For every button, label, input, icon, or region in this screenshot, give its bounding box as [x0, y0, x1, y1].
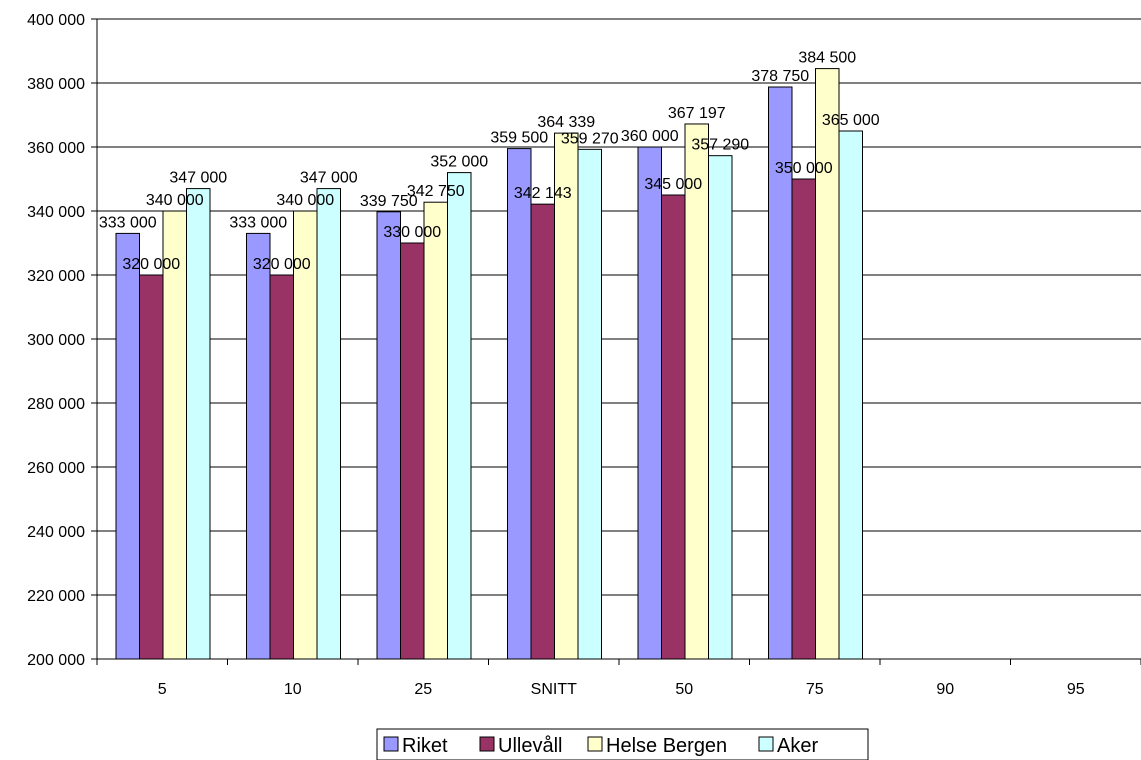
x-tick-label: 25: [414, 681, 432, 698]
y-tick-label: 380 000: [27, 76, 85, 93]
legend-label: Riket: [402, 735, 448, 757]
data-label: 320 000: [122, 256, 180, 273]
data-label: 350 000: [775, 160, 833, 177]
axes: [91, 18, 1141, 665]
data-label: 347 000: [169, 170, 227, 187]
y-tick-label: 300 000: [27, 332, 85, 349]
bar-riket: [637, 146, 662, 660]
legend-swatch: [383, 736, 399, 752]
data-label: 359 270: [561, 130, 619, 147]
data-label: 364 339: [537, 114, 595, 131]
bar-aker: [708, 155, 733, 660]
bar-riket: [115, 232, 140, 660]
x-tick-label: 90: [936, 681, 954, 698]
bar-ullevåll: [791, 178, 816, 660]
legend-swatch: [479, 736, 495, 752]
data-label: 333 000: [99, 214, 157, 231]
bar-riket: [507, 148, 532, 660]
legend-label: Ullevåll: [498, 735, 562, 757]
bar-riket: [246, 232, 271, 660]
bar-helse-bergen: [684, 123, 709, 660]
x-axis-tick-labels: 5 10 25 SNITT 50 75 90 95: [158, 681, 1085, 698]
data-label: 340 000: [276, 192, 334, 209]
x-tick-label: 5: [158, 681, 167, 698]
data-label: 359 500: [490, 130, 548, 147]
data-label: 345 000: [644, 176, 702, 193]
legend-label: Aker: [777, 735, 818, 757]
bar-ullevåll: [530, 203, 555, 660]
y-tick-label: 280 000: [27, 396, 85, 413]
bar-ullevåll: [400, 242, 425, 660]
data-label: 365 000: [822, 112, 880, 129]
bar-aker: [316, 188, 341, 660]
bar-aker: [577, 148, 602, 660]
bar-aker: [838, 130, 863, 660]
data-label: 360 000: [621, 128, 679, 145]
data-label: 342 143: [514, 185, 572, 202]
x-tick-label: 95: [1067, 681, 1085, 698]
data-label: 378 750: [751, 68, 809, 85]
bar-helse-bergen: [423, 201, 448, 660]
bar-aker: [186, 188, 211, 660]
data-label: 320 000: [253, 256, 311, 273]
bar-ullevåll: [269, 274, 294, 660]
bar-helse-bergen: [554, 132, 579, 660]
data-label: 339 750: [360, 193, 418, 210]
y-tick-label: 220 000: [27, 588, 85, 605]
y-tick-label: 340 000: [27, 204, 85, 221]
x-tick-label: SNITT: [531, 681, 577, 698]
data-labels: 333 000 333 000 339 750 359 500 360 000 378 7…: [99, 50, 880, 273]
data-label: 347 000: [300, 170, 358, 187]
y-axis-tick-labels: 200 000 220 000 240 000 260 000 280 000 300 0…: [27, 12, 85, 669]
y-tick-label: 240 000: [27, 524, 85, 541]
data-label: 352 000: [430, 154, 488, 171]
data-label: 357 290: [691, 137, 749, 154]
x-tick-label: 10: [284, 681, 302, 698]
y-tick-label: 260 000: [27, 460, 85, 477]
data-label: 384 500: [798, 50, 856, 67]
legend-label: Helse Bergen: [606, 735, 727, 757]
data-label: 333 000: [229, 214, 287, 231]
bar-ullevåll: [139, 274, 164, 660]
legend-swatch: [587, 736, 603, 752]
legend: Riket Ullevåll Helse Bergen Aker: [376, 728, 869, 760]
bar-aker: [447, 172, 472, 660]
bar-helse-bergen: [162, 210, 187, 660]
data-label: 367 197: [668, 105, 726, 122]
bar-riket: [376, 211, 401, 660]
data-label: 330 000: [383, 224, 441, 241]
bar-ullevåll: [661, 194, 686, 660]
x-tick-label: 50: [675, 681, 693, 698]
y-tick-label: 320 000: [27, 268, 85, 285]
legend-frame: [376, 728, 869, 760]
data-label: 340 000: [146, 192, 204, 209]
y-tick-label: 400 000: [27, 12, 85, 29]
legend-swatch: [758, 736, 774, 752]
bar-helse-bergen: [293, 210, 318, 660]
x-tick-label: 75: [806, 681, 824, 698]
y-tick-label: 360 000: [27, 140, 85, 157]
data-label: 342 750: [407, 183, 465, 200]
bars: [115, 68, 863, 660]
y-tick-label: 200 000: [27, 652, 85, 669]
bar-helse-bergen: [815, 68, 840, 660]
